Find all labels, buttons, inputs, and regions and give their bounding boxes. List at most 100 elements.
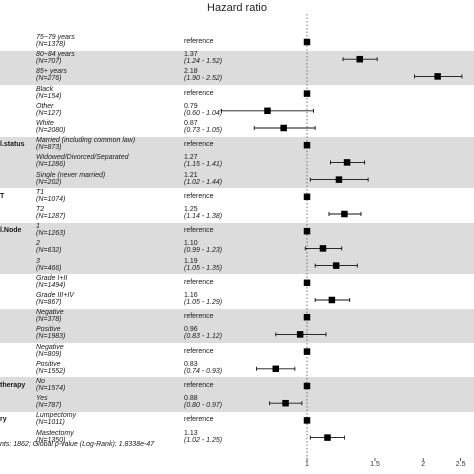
level-count: (N=707) [36, 58, 62, 66]
estimate-label: reference [184, 192, 214, 200]
estimate-label: 1.16 (1.05 - 1.29) [184, 292, 222, 306]
variable-label: therapy [0, 382, 26, 389]
level-label: Grade III+IV (N=867) [36, 292, 74, 306]
level-count: (N=873) [36, 144, 62, 152]
footer-note: nts: 1862; Global p-value (Log-Rank): 1.… [0, 441, 155, 448]
level-label: Yes (N=787) [36, 395, 61, 409]
row-band [0, 377, 474, 412]
confidence-interval-text: (0.73 - 1.05) [184, 127, 223, 134]
level-label: Positive (N=1552) [36, 361, 65, 375]
level-count: (N=1074) [36, 195, 66, 203]
confidence-interval-text: (1.02 - 1.44) [184, 178, 223, 186]
level-count: (N=1494) [36, 281, 66, 289]
estimate-label: 1.10 (0.99 - 1.23) [184, 240, 222, 254]
estimate-label: 1.21 (1.02 - 1.44) [184, 172, 222, 186]
hazard-ratio-marker [303, 417, 311, 424]
level-name: White [36, 120, 54, 127]
level-label: Single (never married) (N=202) [36, 172, 105, 186]
level-label: T1 (N=1074) [36, 189, 65, 203]
hazard-ratio-value: 1.27 [184, 154, 198, 162]
hazard-ratio-marker [303, 279, 311, 287]
level-count: (N=809) [36, 350, 62, 358]
x-tick-label: 2 [421, 461, 426, 468]
level-label: 80~84 years (N=707) [36, 51, 75, 65]
chart-title: Hazard ratio [207, 2, 267, 14]
confidence-interval-text: (1.05 - 1.35) [184, 264, 223, 272]
level-label: Negative (N=378) [36, 309, 64, 323]
level-name: Negative [36, 309, 64, 317]
confidence-interval-text: (1.14 - 1.38) [184, 213, 223, 220]
estimate-label: 1.37 (1.24 - 1.52) [184, 51, 222, 65]
level-name: 85+ years [36, 68, 67, 76]
x-tick-label: 1.5 [370, 461, 380, 468]
hazard-ratio-marker [434, 73, 441, 80]
level-name: 80~84 years [36, 51, 75, 59]
level-name: Black [36, 85, 54, 93]
level-count: (N=1287) [36, 213, 66, 220]
hazard-ratio-marker [335, 176, 343, 183]
confidence-interval-text: (1.02 - 1.25) [184, 436, 223, 444]
estimate-label: 0.83 (0.74 - 0.93) [184, 361, 222, 375]
level-label: Mastectomy (N=1350) [36, 430, 74, 444]
estimate-label: 0.88 (0.80 - 0.97) [184, 395, 222, 409]
hazard-ratio-marker [282, 399, 289, 407]
level-name: Grade III+IV [36, 292, 74, 299]
hazard-ratio-value: 2.18 [184, 68, 198, 76]
confidence-interval-text: (1.24 - 1.52) [184, 58, 223, 66]
estimate-label: reference [184, 227, 214, 235]
estimate-label: reference [184, 278, 214, 286]
level-count: (N=154) [36, 92, 62, 100]
level-count: (N=1574) [36, 385, 66, 392]
hazard-ratio-value: 1.25 [184, 206, 198, 213]
level-name: Positive [36, 326, 61, 334]
hazard-ratio-marker [332, 262, 340, 269]
level-count: (N=1378) [36, 41, 66, 48]
estimate-label: reference [184, 347, 214, 355]
row-band [0, 50, 474, 85]
level-name: Married (including common law) [36, 137, 136, 145]
hazard-ratio-value: 1.37 [184, 51, 198, 59]
level-name: Positive [36, 360, 61, 368]
hazard-ratio-value: 0.83 [184, 360, 198, 368]
hazard-ratio-value: 1.13 [184, 429, 198, 437]
estimate-label: 2.18 (1.90 - 2.52) [184, 68, 222, 82]
level-label: T2 (N=1287) [36, 206, 65, 220]
variable-label: l.status [0, 141, 25, 149]
level-label: Other (N=127) [36, 103, 61, 117]
estimate-label: reference [184, 382, 214, 389]
level-count: (N=378) [36, 316, 62, 324]
level-name: 3 [36, 257, 40, 265]
level-name: Widowed/Divorced/Separated [36, 154, 129, 162]
hazard-ratio-marker [356, 55, 364, 63]
level-label: Black (N=154) [36, 86, 61, 100]
hazard-ratio-marker [303, 90, 311, 97]
hazard-ratio-marker [303, 193, 311, 201]
hazard-ratio-value: 0.96 [184, 326, 198, 334]
level-count: (N=1263) [36, 230, 66, 238]
level-count: (N=1350) [36, 436, 66, 444]
hazard-ratio-marker [303, 141, 311, 149]
level-count: (N=1552) [36, 367, 66, 375]
estimate-label: reference [184, 38, 214, 45]
hazard-ratio-marker [280, 124, 287, 132]
estimate-label: 0.96 (0.83 - 1.12) [184, 326, 222, 340]
estimate-label: 1.13 (1.02 - 1.25) [184, 430, 222, 444]
level-name: 2 [36, 240, 40, 248]
hazard-ratio-value: 1.10 [184, 240, 198, 248]
level-label: 3 (N=466) [36, 258, 61, 272]
hazard-ratio-marker [264, 107, 271, 115]
level-count: (N=466) [36, 264, 62, 272]
estimate-label: reference [184, 141, 214, 149]
hazard-ratio-marker [303, 382, 311, 390]
level-count: (N=867) [36, 299, 62, 306]
level-name: Negative [36, 343, 64, 351]
level-count: (N=276) [36, 75, 62, 83]
hazard-ratio-marker [303, 348, 311, 355]
x-tick-label: 2.5 [455, 461, 466, 468]
level-count: (N=1983) [36, 333, 66, 341]
estimate-label: 1.27 (1.15 - 1.41) [184, 154, 222, 168]
level-label: 85+ years (N=276) [36, 68, 67, 82]
variable-label: T [0, 192, 5, 200]
